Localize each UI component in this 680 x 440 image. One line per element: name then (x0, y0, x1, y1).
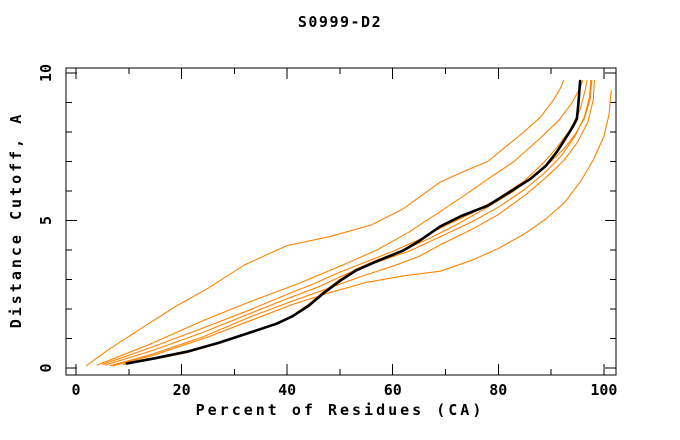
y-axis-label: Distance Cutoff, A (7, 111, 25, 329)
model-curve-3-line (101, 79, 588, 365)
y-tick-label: 10 (37, 64, 55, 82)
model-curve-2-line (96, 79, 584, 366)
y-tick-label: 5 (37, 216, 55, 225)
model-curve-5-line (109, 79, 595, 367)
x-tick-label: 80 (489, 381, 507, 399)
model-curve-1-line (86, 79, 565, 367)
x-tick-label: 40 (278, 381, 296, 399)
y-tick-label: 0 (37, 363, 55, 372)
x-axis-label: Percent of Residues (CA) (195, 401, 485, 419)
chart-title: S0999-D2 (297, 13, 383, 31)
plot-border (65, 67, 617, 376)
reference-curve-line (125, 79, 582, 365)
x-tick-label: 0 (72, 381, 81, 399)
model-curve-6-line (122, 79, 593, 365)
x-tick-label: 20 (173, 381, 191, 399)
model-curve-4-line (104, 79, 592, 366)
model-curve-7-line (112, 90, 612, 367)
x-tick-label: 60 (384, 381, 402, 399)
x-tick-label: 100 (590, 381, 617, 399)
